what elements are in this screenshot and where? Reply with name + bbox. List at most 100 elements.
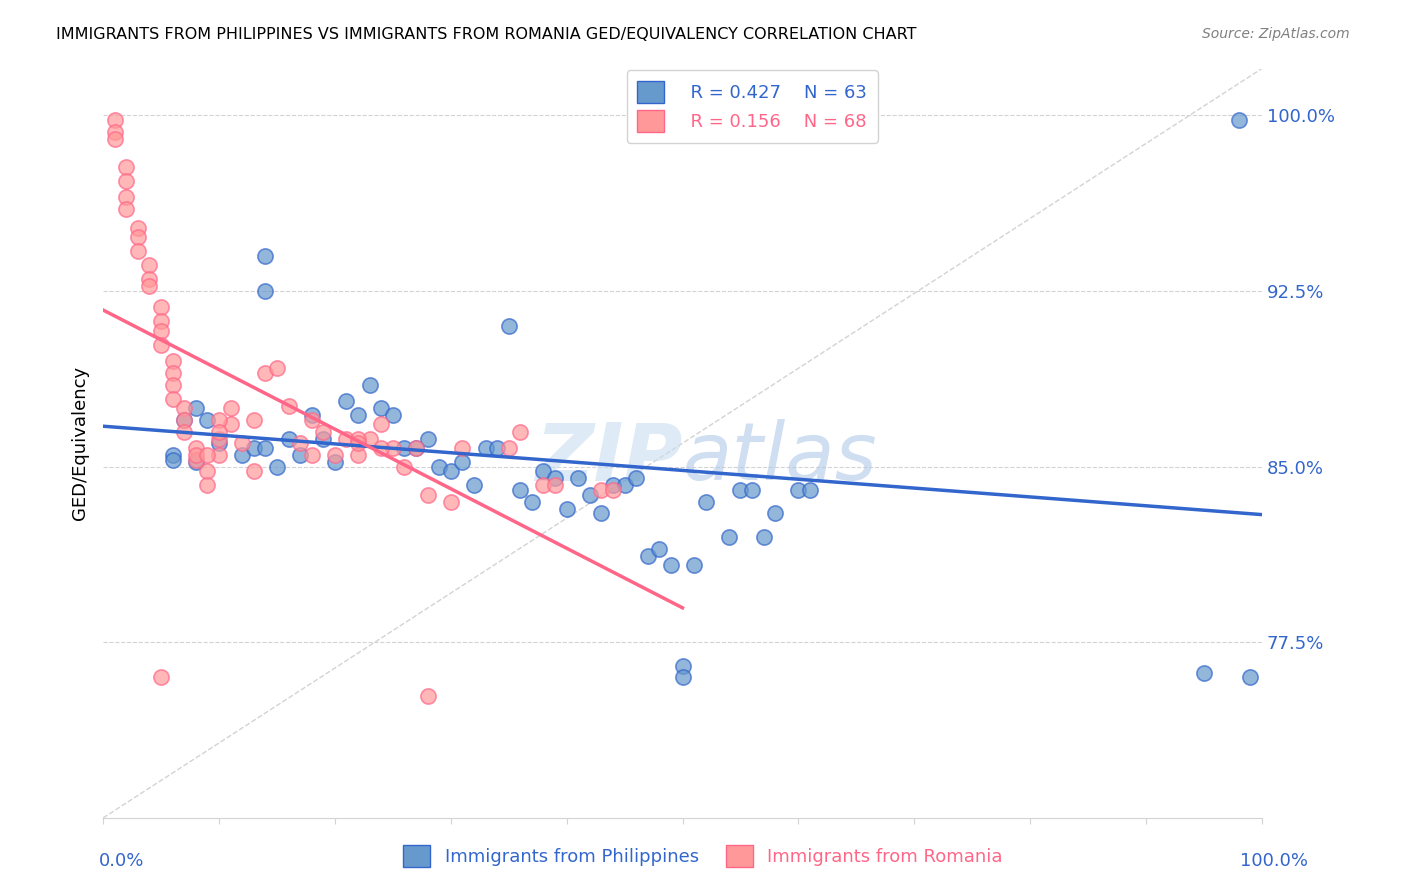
Point [394,441,416,455]
Point [138,258,160,272]
Point [266,361,288,376]
Point [162,452,184,467]
Text: 0.0%: 0.0% [98,852,143,870]
Point [254,284,277,298]
Text: atlas: atlas [682,419,877,497]
Point [115,174,138,188]
Point [231,436,253,450]
Point [810,125,832,139]
Point [624,471,647,485]
Point [474,441,496,455]
Point [138,272,160,286]
Point [162,392,184,406]
Point [741,483,763,497]
Point [208,436,231,450]
Point [591,483,613,497]
Point [197,464,219,478]
Point [127,230,149,244]
Point [115,160,138,174]
Legend: Immigrants from Philippines, Immigrants from Romania: Immigrants from Philippines, Immigrants … [396,838,1010,874]
Point [162,377,184,392]
Text: IMMIGRANTS FROM PHILIPPINES VS IMMIGRANTS FROM ROMANIA GED/EQUIVALENCY CORRELATI: IMMIGRANTS FROM PHILIPPINES VS IMMIGRANT… [56,27,917,42]
Point [671,658,693,673]
Text: ZIP: ZIP [536,419,682,497]
Point [359,432,381,446]
Point [104,125,127,139]
Point [602,483,624,497]
Point [370,417,392,432]
Point [104,113,127,128]
Point [359,377,381,392]
Point [127,244,149,259]
Point [150,324,173,338]
Point [127,220,149,235]
Point [197,478,219,492]
Point [347,436,370,450]
Point [266,459,288,474]
Point [370,401,392,416]
Point [150,301,173,315]
Point [799,483,821,497]
Point [509,425,531,439]
Point [312,432,335,446]
Y-axis label: GED/Equivalency: GED/Equivalency [72,366,89,520]
Point [520,495,543,509]
Point [498,319,520,334]
Point [150,314,173,328]
Legend:   R = 0.427    N = 63,   R = 0.156    N = 68: R = 0.427 N = 63, R = 0.156 N = 68 [627,70,877,143]
Point [208,413,231,427]
Point [533,478,555,492]
Point [219,401,242,416]
Point [405,441,427,455]
Point [323,455,346,469]
Point [115,190,138,204]
Point [277,399,299,413]
Point [787,483,810,497]
Point [288,436,311,450]
Point [1239,670,1261,684]
Point [416,689,439,703]
Point [335,432,357,446]
Point [288,448,311,462]
Point [613,478,636,492]
Point [184,455,207,469]
Point [173,425,195,439]
Point [301,448,323,462]
Point [254,249,277,263]
Point [578,488,600,502]
Point [683,558,706,572]
Point [763,507,786,521]
Point [242,413,264,427]
Point [845,125,868,139]
Point [197,448,219,462]
Point [671,670,693,684]
Point [184,441,207,455]
Point [173,413,195,427]
Point [591,507,613,521]
Point [162,354,184,368]
Point [717,530,740,544]
Point [427,459,450,474]
Point [1192,665,1215,680]
Text: Source: ZipAtlas.com: Source: ZipAtlas.com [1202,27,1350,41]
Point [440,495,463,509]
Point [509,483,531,497]
Text: 100.0%: 100.0% [1240,852,1308,870]
Point [184,452,207,467]
Point [463,478,485,492]
Point [173,413,195,427]
Point [440,464,463,478]
Point [416,432,439,446]
Point [347,448,370,462]
Point [162,366,184,380]
Point [381,441,404,455]
Point [335,394,357,409]
Point [370,441,392,455]
Point [208,425,231,439]
Point [637,549,659,563]
Point [405,441,427,455]
Point [301,408,323,422]
Point [486,441,509,455]
Point [242,464,264,478]
Point [695,495,717,509]
